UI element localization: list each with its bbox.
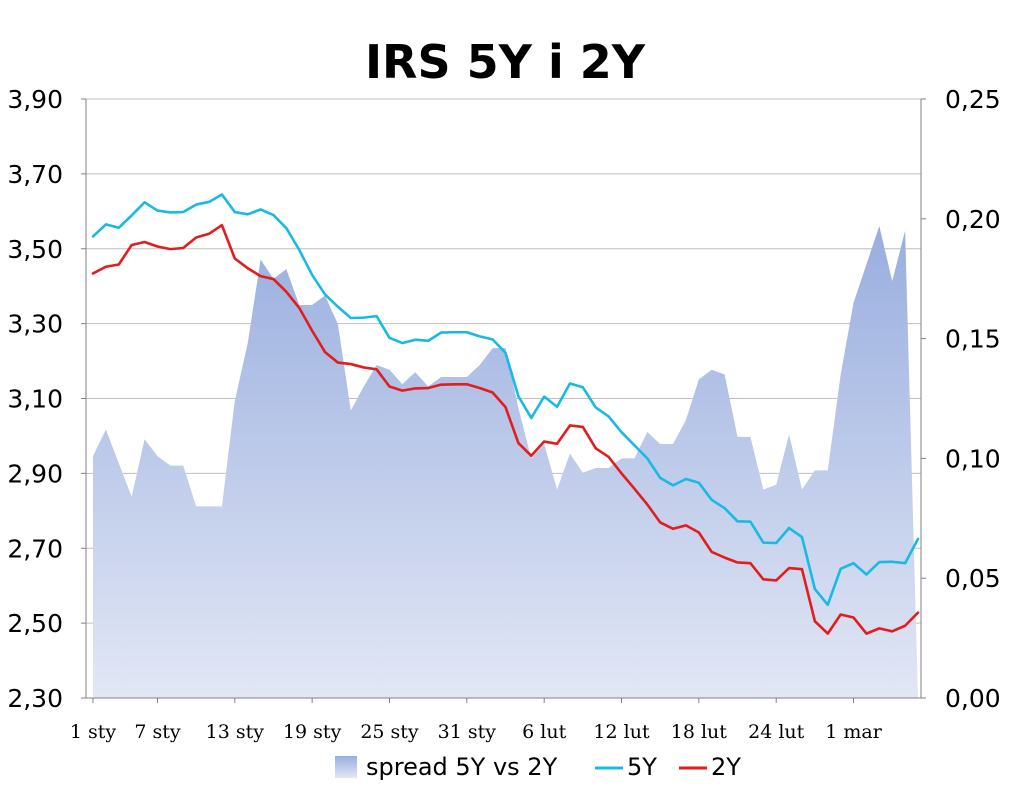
y-left-tick-label: 2,30 — [7, 684, 63, 713]
y-right-tick-label: 0,10 — [945, 444, 1001, 473]
y-left-tick-label: 3,70 — [7, 160, 63, 189]
x-tick-label: 7 sty — [134, 721, 181, 743]
y-left-tick-label: 2,90 — [7, 459, 63, 488]
x-tick-label: 24 lut — [748, 721, 805, 743]
y-right-tick-label: 0,20 — [945, 205, 1001, 234]
x-tick-label: 31 sty — [438, 721, 497, 743]
y-left-tick-label: 2,70 — [7, 534, 63, 563]
y-right-tick-label: 0,00 — [945, 684, 1001, 713]
y-right-tick-label: 0,05 — [945, 564, 1001, 593]
x-tick-label: 25 sty — [360, 721, 419, 743]
y-right-tick-label: 0,25 — [945, 85, 1001, 114]
x-tick-label: 12 lut — [593, 721, 650, 743]
spread-area — [93, 225, 918, 699]
x-tick-label: 13 sty — [206, 721, 265, 743]
y-left-tick-label: 3,30 — [7, 310, 63, 339]
y-axis-right-ticks: 0,25 0,20 0,15 0,10 0,05 0,00 — [921, 85, 1001, 713]
y-left-tick-label: 3,90 — [7, 85, 63, 114]
x-tick-label: 1 mar — [825, 721, 882, 743]
y-left-tick-label: 3,50 — [7, 235, 63, 264]
line-series-5y — [91, 193, 920, 607]
line-layer — [91, 193, 920, 635]
spread-area-layer — [93, 225, 918, 699]
x-axis-ticks: 1 sty 7 sty 13 sty 19 sty 25 sty 31 sty 6 lut 1… — [70, 698, 883, 743]
chart-title: IRS 5Y i 2Y — [365, 35, 646, 89]
x-tick-label: 6 lut — [522, 721, 566, 743]
y-left-tick-label: 3,10 — [7, 385, 63, 414]
y-axis-left-ticks: 3,90 3,70 3,50 3,30 3,10 2,90 2,70 2,50 2,30 — [7, 85, 86, 713]
y-right-tick-label: 0,15 — [945, 325, 1001, 354]
legend-label-spread: spread 5Y vs 2Y — [366, 753, 558, 781]
legend-swatch-spread — [335, 756, 357, 778]
x-tick-label: 1 sty — [70, 721, 117, 743]
legend: spread 5Y vs 2Y 5Y 2Y — [335, 753, 741, 781]
y-left-tick-label: 2,50 — [7, 609, 63, 638]
line-series-2y — [91, 223, 920, 635]
x-tick-label: 19 sty — [283, 721, 342, 743]
x-tick-label: 18 lut — [671, 721, 728, 743]
legend-label-2y: 2Y — [711, 753, 741, 781]
legend-label-5y: 5Y — [627, 753, 657, 781]
